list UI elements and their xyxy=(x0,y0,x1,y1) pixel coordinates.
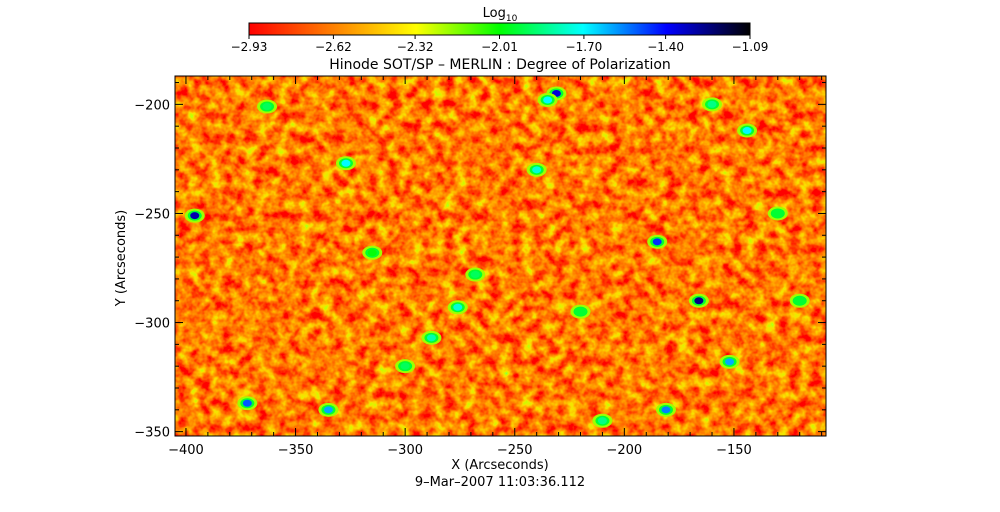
polarization-patch xyxy=(702,97,723,112)
polarization-patch xyxy=(767,206,788,221)
x-axis-label: X (Arcseconds) xyxy=(451,458,548,473)
polarization-patch xyxy=(789,293,810,308)
colorbar-title-text: Log xyxy=(483,6,506,21)
polarization-patch xyxy=(318,402,339,417)
polarization-patch xyxy=(570,304,591,319)
polarization-patch xyxy=(421,330,442,345)
x-tick-label: −350 xyxy=(278,443,314,458)
chart-title: Hinode SOT/SP – MERLIN : Degree of Polar… xyxy=(329,57,671,73)
x-tick-label: −400 xyxy=(168,443,204,458)
y-tick-label: −350 xyxy=(134,426,170,441)
heatmap-area xyxy=(174,75,827,437)
colorbar-gradient xyxy=(248,22,751,36)
colorbar-tick-label: −2.93 xyxy=(231,40,268,54)
polarization-patch xyxy=(737,123,758,138)
heatmap-texture xyxy=(175,76,826,436)
date-label: 9–Mar–2007 11:03:36.112 xyxy=(415,475,585,490)
colorbar-ticks: −2.93 −2.62 −2.32 −2.01 −1.70 −1.40 −1.09 xyxy=(231,35,769,54)
colorbar-tick-label: −1.09 xyxy=(732,40,769,54)
x-tick-label: −150 xyxy=(716,443,752,458)
polarization-patch xyxy=(362,245,383,260)
polarization-patch xyxy=(526,162,547,177)
colorbar-tick-label: −2.62 xyxy=(315,40,352,54)
x-tick-label: −250 xyxy=(497,443,533,458)
y-tick-label: −300 xyxy=(134,317,170,332)
colorbar-title-subscript: 10 xyxy=(506,14,518,24)
polarization-patch xyxy=(647,234,668,249)
polarization-patch xyxy=(465,267,486,282)
y-axis-label: Y (Arcseconds) xyxy=(114,210,129,307)
polarization-patch xyxy=(592,413,613,428)
polarization-patch xyxy=(237,396,258,411)
y-tick-label: −250 xyxy=(134,207,170,222)
colorbar-tick-label: −1.40 xyxy=(647,40,684,54)
y-tick-label: −200 xyxy=(134,98,170,113)
x-tick-label: −200 xyxy=(606,443,642,458)
polarization-patch xyxy=(395,359,416,374)
polarization-patch xyxy=(688,293,709,308)
colorbar-tick-label: −1.70 xyxy=(566,40,603,54)
colorbar-title: Log10 xyxy=(483,6,518,24)
colorbar-tick-label: −2.32 xyxy=(397,40,434,54)
heatmap-features xyxy=(184,86,810,428)
polarization-patch xyxy=(719,354,740,369)
polarization-patch xyxy=(335,156,356,171)
x-tick-label: −300 xyxy=(387,443,423,458)
polarization-patch xyxy=(257,99,278,114)
polarization-patch xyxy=(447,300,468,315)
plot-frame xyxy=(174,75,827,437)
polarization-patch xyxy=(184,208,205,223)
polarization-patch xyxy=(537,93,558,107)
colorbar: Log10 −2.93 −2.62 −2.32 −2.01 −1.70 −1.40 −1.0… xyxy=(231,6,769,54)
colorbar-tick-label: −2.01 xyxy=(481,40,518,54)
polarization-patch xyxy=(655,402,676,417)
x-axis: −400 −350 −300 −250 −200 −150 xyxy=(168,76,823,458)
y-axis: −200 −250 −300 −350 xyxy=(134,82,826,441)
